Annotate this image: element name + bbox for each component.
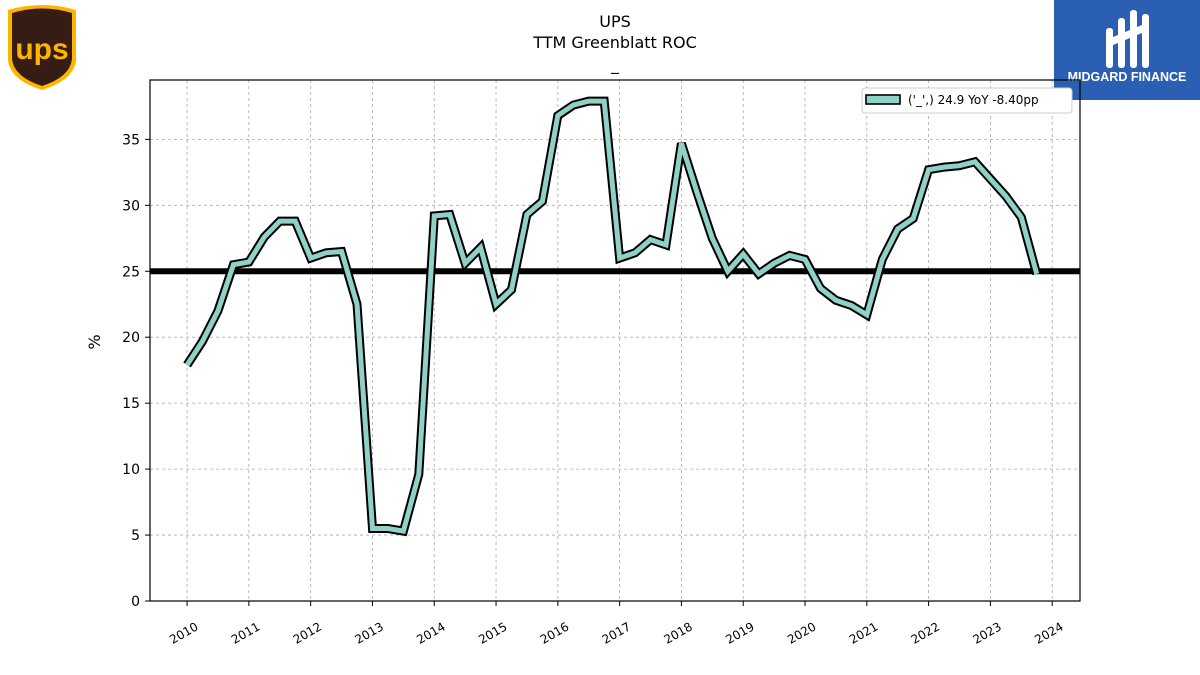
- midgard-m-icon: [1106, 10, 1149, 68]
- legend-box: [861, 87, 1073, 114]
- x-tick-label: 2010: [167, 619, 200, 646]
- y-tick-label: 30: [122, 198, 140, 214]
- y-tick-label: 5: [131, 528, 140, 544]
- x-tick-label: 2017: [600, 619, 633, 646]
- y-tick-label: 15: [122, 396, 140, 412]
- x-tick-label: 2020: [785, 619, 818, 646]
- y-tick-label: 20: [122, 330, 140, 346]
- legend: ('_',) 24.9 YoY -8.40pp: [861, 87, 1073, 114]
- x-tick-label: 2022: [909, 619, 942, 646]
- chart-subtitle: TTM Greenblatt ROC: [532, 33, 697, 52]
- ups-logo-text: ups: [15, 33, 68, 66]
- x-tick-label: 2014: [414, 619, 447, 646]
- x-axis-ticks: 2010 2011 2012 2013 2014 2015 2016 2017 2018 2019…: [167, 601, 1066, 647]
- x-tick-label: 2012: [291, 619, 324, 646]
- ups-logo: ups: [8, 5, 76, 90]
- series-line: [185, 98, 1040, 534]
- legend-label: ('_',) 24.9 YoY -8.40pp: [908, 93, 1039, 107]
- chart-subtitle-2: _: [610, 55, 620, 75]
- x-tick-label: 2013: [353, 619, 386, 646]
- y-axis-ticks: 0 5 10 15 20 25 30 35: [122, 132, 150, 610]
- midgard-finance-logo: MIDGARD FINANCE: [1054, 0, 1200, 100]
- x-tick-label: 2023: [970, 619, 1003, 646]
- x-tick-label: 2011: [229, 619, 262, 646]
- y-tick-label: 35: [122, 132, 140, 148]
- legend-swatch: [865, 94, 901, 105]
- ups-shield-inner-icon: [12, 8, 72, 86]
- series-line-group: [183, 96, 1042, 537]
- y-tick-label: 0: [131, 594, 140, 610]
- midgard-logo-text: MIDGARD FINANCE: [1068, 70, 1187, 84]
- x-tick-label: 2021: [847, 619, 880, 646]
- chart-title: UPS: [599, 12, 631, 31]
- y-tick-label: 25: [122, 264, 140, 280]
- plot-frame: [149, 79, 1081, 602]
- x-tick-label: 2019: [723, 619, 756, 646]
- x-tick-label: 2018: [661, 619, 694, 646]
- grid-lines: [150, 80, 1080, 602]
- x-tick-label: 2024: [1032, 619, 1065, 646]
- x-tick-label: 2015: [476, 619, 509, 646]
- y-axis-label: %: [85, 334, 104, 349]
- midgard-logo-background: [1054, 0, 1200, 100]
- x-tick-label: 2016: [538, 619, 571, 646]
- y-tick-label: 10: [122, 462, 140, 478]
